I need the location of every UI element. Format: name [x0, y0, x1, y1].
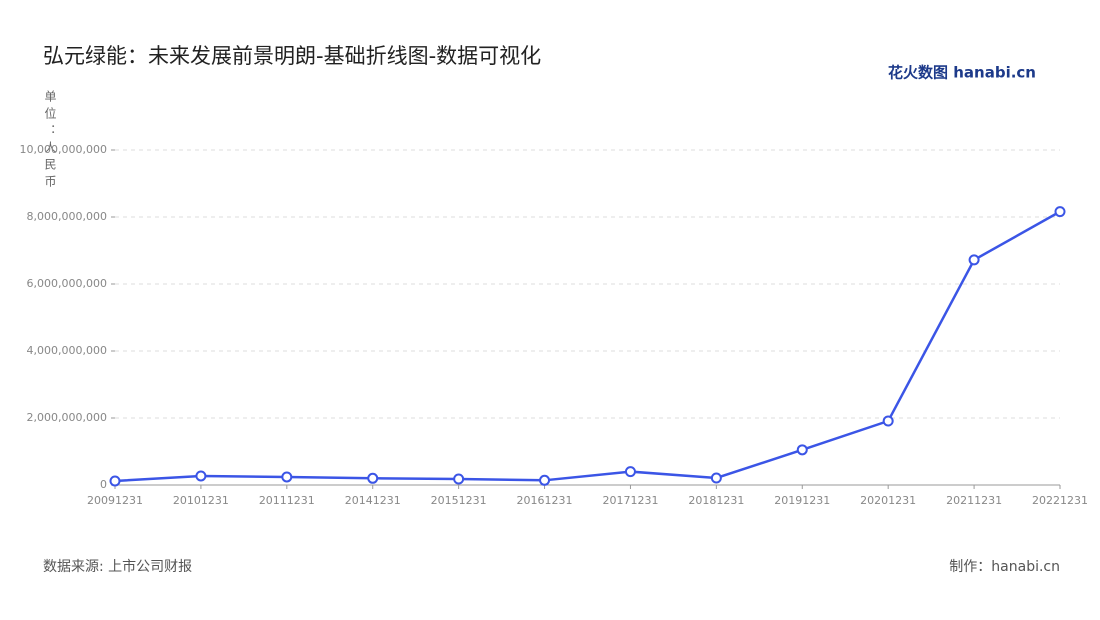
- point: [882, 415, 894, 427]
- point: [453, 473, 465, 485]
- point: [281, 471, 293, 483]
- x-tick-label: 20101231: [173, 494, 229, 507]
- point: [796, 444, 808, 456]
- x-tick-label: 20211231: [946, 494, 1002, 507]
- y-tick-label: 6,000,000,000: [27, 277, 107, 290]
- x-tick-label: 20171231: [602, 494, 658, 507]
- logo: 花火数图 hanabi.cn: [888, 64, 1036, 82]
- point: [367, 472, 379, 484]
- y-axis-label: 单位：人民币: [43, 90, 57, 192]
- x-tick-label: 20111231: [259, 494, 315, 507]
- x-tick-label: 20221231: [1032, 494, 1088, 507]
- x-tick-label: 20191231: [774, 494, 830, 507]
- x-tick-label: 20201231: [860, 494, 916, 507]
- point: [539, 474, 551, 486]
- source: 数据来源: 上市公司财报: [43, 558, 192, 575]
- chart-title: 弘元绿能：未来发展前景明朗-基础折线图-数据可视化: [43, 44, 541, 68]
- x-tick-label: 20141231: [345, 494, 401, 507]
- point: [1054, 206, 1066, 218]
- point: [109, 475, 121, 487]
- point: [968, 254, 980, 266]
- x-tick-label: 20151231: [431, 494, 487, 507]
- y-tick-label: 4,000,000,000: [27, 344, 107, 357]
- x-tick-label: 20181231: [688, 494, 744, 507]
- credit: 制作：hanabi.cn: [949, 559, 1060, 575]
- point: [624, 466, 636, 478]
- y-tick-label: 0: [100, 478, 107, 491]
- point: [195, 470, 207, 482]
- y-tick-label: 8,000,000,000: [27, 210, 107, 223]
- x-tick-label: 20161231: [517, 494, 573, 507]
- x-tick-label: 20091231: [87, 494, 143, 507]
- point: [710, 472, 722, 484]
- y-tick-label: 10,000,000,000: [20, 143, 107, 156]
- line: [114, 210, 1061, 483]
- y-tick-label: 2,000,000,000: [27, 411, 107, 424]
